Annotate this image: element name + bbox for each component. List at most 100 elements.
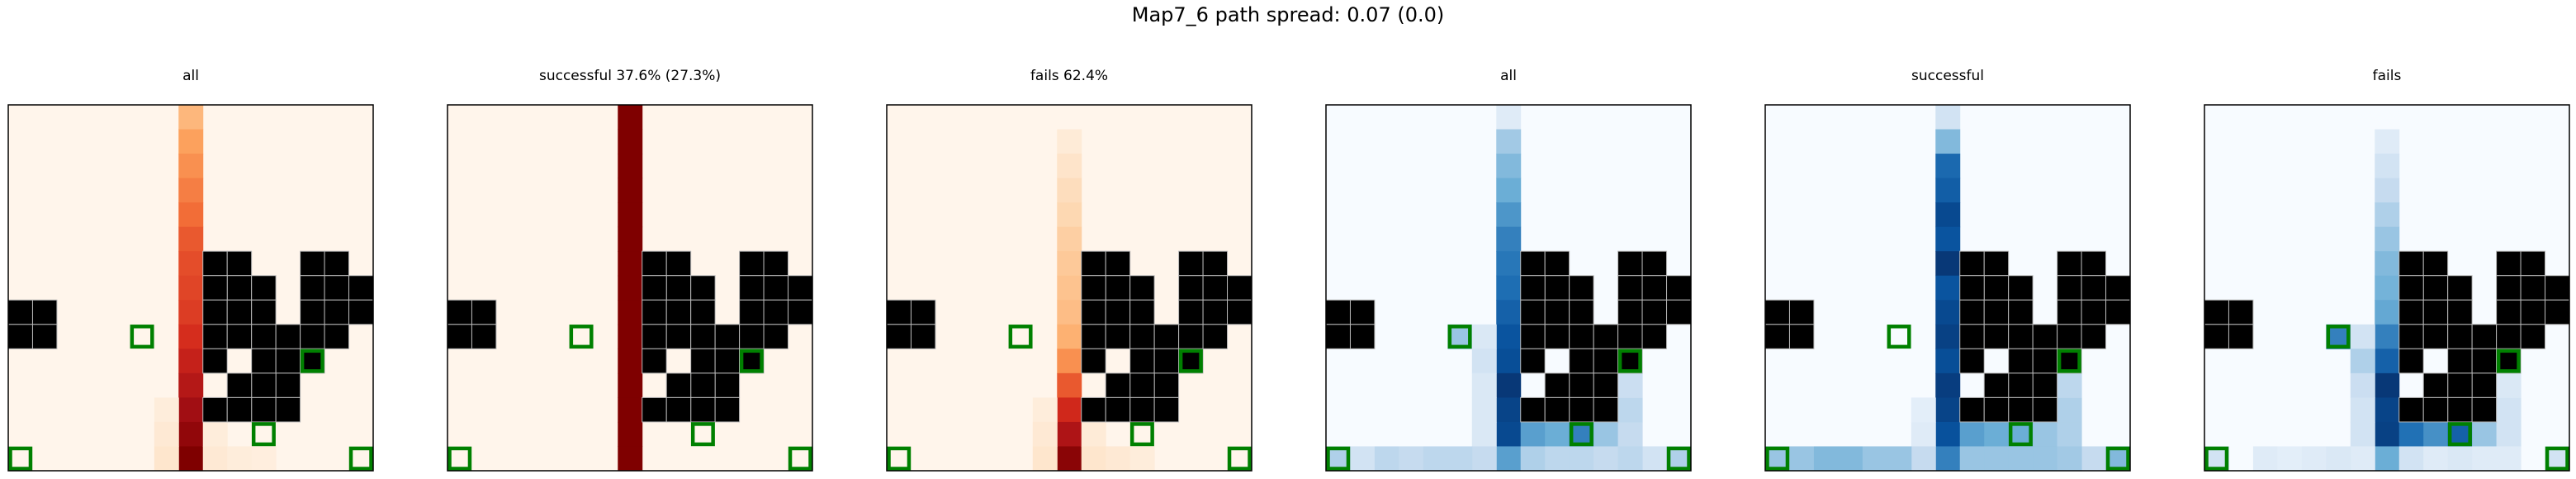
obstacle-cell bbox=[348, 275, 374, 301]
obstacle-cell bbox=[1788, 299, 1815, 325]
obstacle-cell bbox=[1959, 324, 1985, 349]
obstacle-cell bbox=[2545, 275, 2570, 301]
heat-cell bbox=[618, 372, 643, 398]
heat-cell bbox=[2472, 421, 2498, 447]
heat-cell bbox=[618, 349, 643, 374]
obstacle-cell bbox=[2447, 275, 2473, 301]
target-marker bbox=[1666, 446, 1691, 471]
heat-cell bbox=[178, 446, 204, 472]
obstacle-cell bbox=[1593, 396, 1619, 423]
heat-cell bbox=[1496, 251, 1522, 277]
obstacle-cell bbox=[1983, 275, 2010, 301]
obstacle-cell bbox=[1129, 324, 1155, 349]
heat-cell bbox=[154, 446, 179, 472]
obstacle-cell bbox=[251, 372, 277, 398]
heat-cell bbox=[178, 421, 204, 447]
heat-cell bbox=[1057, 300, 1082, 325]
obstacle-cell bbox=[642, 396, 667, 423]
heat-cell bbox=[2301, 446, 2327, 472]
obstacle-cell bbox=[1641, 299, 1668, 325]
heatmap-panel: successful 37.6% (27.3%) bbox=[447, 68, 813, 472]
heat-cell bbox=[1935, 202, 1961, 228]
obstacle-cell bbox=[1153, 348, 1180, 374]
heat-cell bbox=[1959, 446, 1985, 472]
obstacle-cell bbox=[251, 324, 277, 349]
obstacle-cell bbox=[665, 275, 692, 301]
obstacle-cell bbox=[1520, 396, 1546, 423]
obstacle-cell bbox=[2496, 299, 2522, 325]
heat-cell bbox=[1057, 275, 1082, 301]
obstacle-cell bbox=[2422, 372, 2449, 398]
heat-cell bbox=[1350, 446, 1376, 472]
obstacle-cell bbox=[1153, 372, 1180, 398]
heat-cell bbox=[1129, 446, 1155, 472]
heat-cell bbox=[2033, 446, 2058, 472]
panel-frame bbox=[886, 104, 1252, 472]
heat-cell bbox=[178, 105, 204, 130]
heat-cell bbox=[1081, 446, 1106, 472]
obstacle-cell bbox=[2422, 396, 2449, 423]
obstacle-cell bbox=[886, 324, 912, 349]
heat-cell bbox=[1935, 178, 1961, 203]
heat-cell bbox=[1081, 421, 1106, 447]
panel-frame bbox=[7, 104, 374, 472]
obstacle-cell bbox=[202, 324, 228, 349]
heat-cell bbox=[1106, 446, 1131, 472]
obstacle-cell bbox=[2422, 275, 2449, 301]
obstacle-cell bbox=[1081, 275, 1106, 301]
heat-cell bbox=[2423, 446, 2449, 472]
obstacle-cell bbox=[2398, 324, 2424, 349]
obstacle-cell bbox=[642, 250, 667, 277]
target-marker bbox=[300, 349, 324, 373]
obstacle-cell bbox=[275, 396, 301, 423]
obstacle-cell bbox=[739, 324, 765, 349]
obstacle-cell bbox=[1325, 324, 1351, 349]
obstacle-cell bbox=[31, 299, 58, 325]
heat-cell bbox=[1862, 446, 1887, 472]
heat-cell bbox=[1496, 421, 1522, 447]
obstacle-cell bbox=[1983, 299, 2010, 325]
obstacle-cell bbox=[763, 324, 789, 349]
heat-cell bbox=[1593, 421, 1619, 447]
heat-cell bbox=[618, 324, 643, 349]
obstacle-cell bbox=[2008, 324, 2034, 349]
heat-cell bbox=[178, 372, 204, 398]
panel-title: all bbox=[182, 68, 199, 84]
target-marker bbox=[788, 446, 812, 471]
obstacle-cell bbox=[1617, 275, 1643, 301]
panel-title: all bbox=[1500, 68, 1517, 84]
obstacle-cell bbox=[1520, 324, 1546, 349]
obstacle-cell bbox=[447, 299, 472, 325]
obstacle-cell bbox=[910, 324, 936, 349]
obstacle-cell bbox=[1227, 275, 1252, 301]
obstacle-cell bbox=[300, 324, 325, 349]
heat-cell bbox=[2375, 202, 2400, 228]
obstacle-cell bbox=[1178, 250, 1204, 277]
obstacle-cell bbox=[226, 396, 253, 423]
heat-cell bbox=[1617, 446, 1643, 472]
heat-cell bbox=[2423, 421, 2449, 447]
obstacle-cell bbox=[1544, 299, 1570, 325]
heat-cell bbox=[251, 446, 277, 472]
target-marker bbox=[130, 325, 154, 349]
heat-cell bbox=[1032, 446, 1058, 472]
heat-cell bbox=[2033, 421, 2058, 447]
obstacle-cell bbox=[739, 250, 765, 277]
heat-cell bbox=[2252, 446, 2278, 472]
obstacle-cell bbox=[1178, 324, 1204, 349]
heat-cell bbox=[2375, 446, 2400, 472]
obstacle-cell bbox=[2228, 324, 2254, 349]
heat-cell bbox=[1057, 349, 1082, 374]
heat-cell bbox=[178, 202, 204, 228]
heat-cell bbox=[2350, 349, 2375, 374]
obstacle-cell bbox=[2008, 275, 2034, 301]
obstacle-cell bbox=[2204, 299, 2229, 325]
panel-title: fails bbox=[2373, 68, 2402, 84]
obstacle-cell bbox=[2032, 324, 2058, 349]
heat-cell bbox=[1520, 421, 1546, 447]
obstacle-cell bbox=[2471, 372, 2498, 398]
heat-cell bbox=[618, 251, 643, 277]
obstacle-cell bbox=[1788, 324, 1815, 349]
heat-cell bbox=[2277, 446, 2303, 472]
obstacle-cell bbox=[2398, 396, 2424, 423]
